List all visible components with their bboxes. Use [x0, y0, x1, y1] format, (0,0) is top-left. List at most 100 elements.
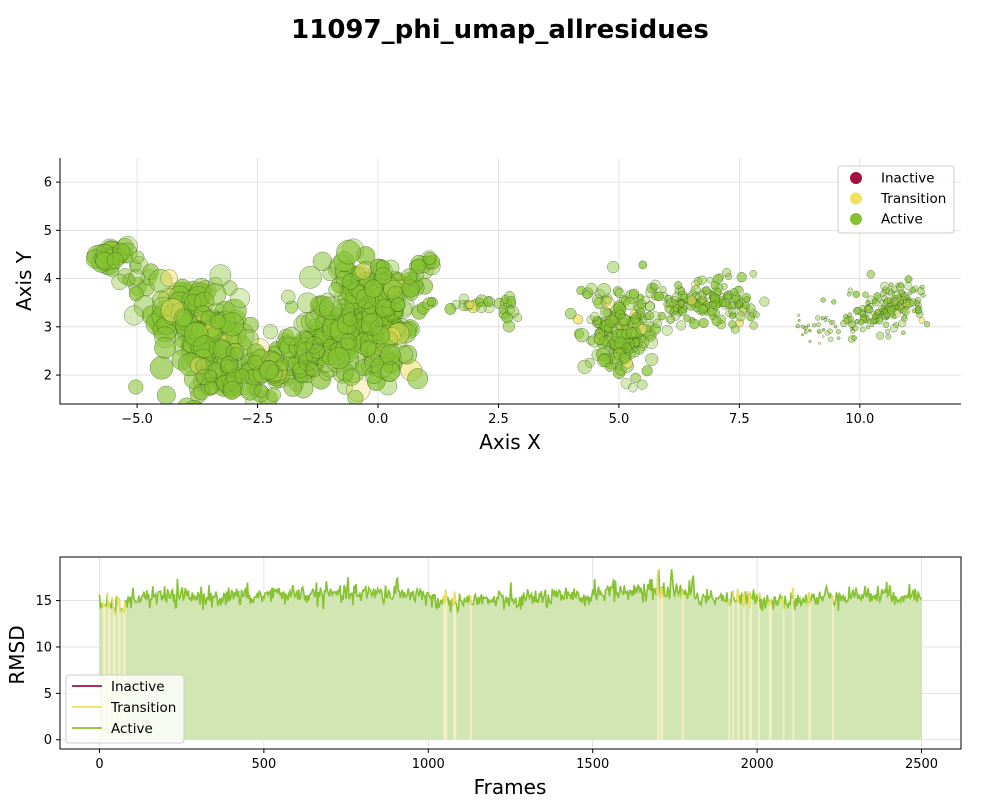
- rmsd-fill-bar: [341, 595, 344, 740]
- rmsd-fill-bar: [162, 596, 164, 740]
- rmsd-fill-bar: [461, 600, 463, 740]
- legend-transition-marker: [850, 192, 862, 205]
- rmsd-fill-bar: [763, 597, 766, 740]
- scatter-point: [597, 283, 612, 297]
- scatter-point: [618, 313, 631, 326]
- rmsd-fill-bar: [353, 585, 355, 740]
- scatter-point: [858, 319, 865, 326]
- scatter-point: [666, 315, 675, 324]
- rmsd-fill-bar: [250, 598, 253, 740]
- rmsd-fill-bar: [671, 569, 673, 740]
- scatter-point: [299, 265, 322, 289]
- rmsd-fill-bar: [554, 596, 557, 740]
- rmsd-fill-bar: [761, 610, 764, 740]
- rmsd-fill-bar: [134, 601, 136, 740]
- rmsd-fill-bar: [215, 591, 217, 740]
- rmsd-fill-bar: [235, 595, 237, 740]
- rmsd-fill-bar: [781, 597, 784, 740]
- rmsd-fill-bar: [823, 596, 825, 740]
- rmsd-fill-bar: [105, 605, 108, 740]
- rmsd-fill-bar: [833, 604, 836, 740]
- rmsd-fill-bar: [877, 585, 879, 740]
- rmsd-fill-bar: [397, 590, 400, 740]
- scatter-point: [900, 292, 909, 300]
- rmsd-fill-bar: [782, 602, 784, 740]
- rmsd-fill-bar: [128, 600, 130, 740]
- rmsd-fill-bar: [107, 608, 110, 740]
- scatter-point: [827, 318, 831, 322]
- scatter-point: [818, 341, 821, 345]
- scatter-point: [885, 333, 892, 340]
- rmsd-fill-bar: [262, 596, 265, 740]
- scatter-point: [340, 333, 358, 351]
- rmsd-fill-bar: [799, 599, 801, 740]
- rmsd-fill-bar: [619, 585, 622, 740]
- rmsd-fill-bar: [110, 608, 113, 740]
- rmsd-fill-bar: [614, 580, 617, 740]
- rmsd-fill-bar: [427, 592, 429, 740]
- rmsd-fill-bar: [493, 596, 495, 740]
- rmsd-fill-bar: [294, 596, 296, 740]
- scatter-point: [156, 385, 176, 404]
- rmsd-fill-bar: [373, 588, 375, 740]
- rmsd-fill-bar: [438, 607, 440, 740]
- rmsd-fill-bar: [592, 589, 594, 740]
- scatter-point: [359, 340, 377, 357]
- scatter-point: [650, 283, 659, 292]
- scatter-point: [882, 321, 890, 329]
- rmsd-fill-bar: [129, 596, 131, 740]
- rmsd-fill-bar: [133, 598, 135, 740]
- rmsd-fill-bar: [892, 597, 894, 740]
- rmsd-fill-bar: [470, 604, 473, 740]
- rmsd-fill-bar: [403, 592, 406, 740]
- rmsd-fill-bar: [489, 602, 492, 740]
- rmsd-fill-bar: [193, 596, 196, 740]
- rmsd-fill-bar: [153, 596, 155, 740]
- rmsd-fill-bar: [383, 604, 385, 740]
- scatter-point: [644, 335, 659, 349]
- scatter-point: [111, 273, 128, 291]
- rmsd-fill-bar: [717, 598, 719, 740]
- rmsd-y-tick-label: 5: [44, 687, 52, 702]
- rmsd-fill-bar: [514, 601, 516, 740]
- rmsd-fill-bar: [228, 587, 230, 740]
- scatter-legend-box: [837, 165, 955, 234]
- rmsd-fill-bar: [755, 594, 758, 740]
- rmsd-fill-bar: [660, 589, 662, 740]
- rmsd-fill-bar: [563, 599, 565, 740]
- rmsd-fill-bar: [290, 597, 292, 740]
- rmsd-fill-bar: [170, 590, 173, 740]
- scatter-point: [736, 272, 747, 283]
- scatter-point: [282, 326, 301, 346]
- rmsd-fill-bar: [172, 601, 175, 740]
- rmsd-fill-bar: [577, 592, 579, 740]
- rmsd-fill-bar: [284, 604, 286, 740]
- rmsd-fill-bar: [120, 609, 123, 740]
- rmsd-fill-bar: [503, 609, 505, 740]
- rmsd-fill-bar: [650, 590, 652, 740]
- rmsd-fill-bar: [109, 603, 112, 740]
- rmsd-fill-bar: [277, 593, 279, 740]
- rmsd-fill-bar: [752, 598, 754, 740]
- scatter-point: [865, 324, 871, 330]
- rmsd-fill-bar: [802, 597, 804, 740]
- rmsd-fill-bar: [448, 603, 450, 740]
- rmsd-fill-bar: [393, 586, 396, 740]
- rmsd-fill-bar: [808, 592, 810, 740]
- rmsd-fill-bar: [185, 591, 188, 740]
- rmsd-fill-bar: [241, 589, 243, 740]
- rmsd-fill-bar: [391, 598, 394, 740]
- rmsd-fill-bar: [533, 596, 535, 740]
- rmsd-fill-bar: [547, 594, 550, 740]
- rmsd-fill-bar: [288, 593, 290, 740]
- scatter-point: [904, 282, 913, 291]
- rmsd-fill-bar: [915, 597, 918, 740]
- rmsd-fill-bar: [711, 598, 713, 740]
- rmsd-fill-bar: [890, 591, 892, 740]
- rmsd-fill-bar: [878, 595, 880, 740]
- rmsd-fill-bar: [178, 598, 181, 740]
- rmsd-fill-bar: [518, 604, 520, 740]
- rmsd-fill-bar: [814, 600, 816, 740]
- rmsd-fill-bar: [622, 594, 625, 740]
- rmsd-fill-bar: [829, 592, 832, 740]
